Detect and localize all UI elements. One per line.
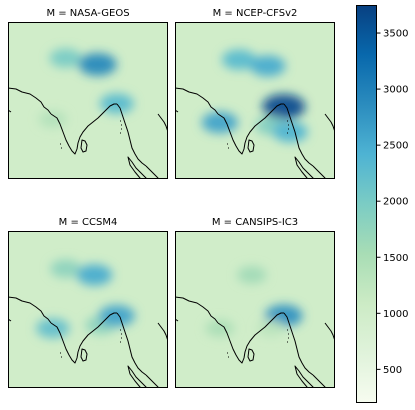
hotspot-tibetan-belt bbox=[237, 266, 267, 284]
map-panels: M = NASA-GEOS M = NCEP-CFSv2 M = CCSM4 M = … bbox=[8, 8, 335, 388]
hotspot-western-ghats bbox=[38, 110, 67, 128]
hotspot-bay-of-bengal bbox=[257, 320, 285, 337]
colorbar-tick-label: 1000 bbox=[383, 309, 408, 320]
map-panel-nasa-geos: M = NASA-GEOS bbox=[8, 8, 168, 179]
hotspot-myanmar-coast bbox=[262, 94, 306, 120]
hotspot-tibetan-belt-west bbox=[49, 48, 82, 68]
hotspot-tibetan-belt-east bbox=[250, 55, 286, 77]
map-panel-ccsm4: M = CCSM4 bbox=[8, 217, 168, 388]
colorbar: 500 1000 1500 2000 2500 3000 3500 bbox=[356, 5, 408, 403]
colorbar-frame bbox=[356, 5, 377, 403]
panel-frame bbox=[8, 22, 168, 179]
panel-title: M = CANSIPS-IC3 bbox=[212, 217, 298, 228]
panel-title: M = CCSM4 bbox=[59, 217, 118, 228]
hotspot-tibetan-belt-west bbox=[221, 49, 257, 70]
hotspot-tibetan-belt-west bbox=[50, 259, 82, 278]
hotspot-andaman-sea bbox=[272, 121, 308, 143]
map-panel-cansips-ic3: M = CANSIPS-IC3 bbox=[175, 217, 335, 388]
colorbar-bar bbox=[356, 5, 377, 403]
hotspot-western-ghats bbox=[36, 318, 70, 339]
hotspot-tibetan-belt-east bbox=[76, 264, 113, 286]
field-background bbox=[175, 231, 335, 388]
panel-title: M = NCEP-CFSv2 bbox=[213, 8, 298, 19]
colorbar-tick-label: 2500 bbox=[383, 141, 408, 152]
field-background bbox=[8, 231, 168, 388]
panel-frame bbox=[175, 231, 335, 388]
colorbar-tick-label: 2000 bbox=[383, 197, 408, 208]
field-background bbox=[175, 22, 335, 179]
panel-frame bbox=[8, 231, 168, 388]
colorbar-tick-label: 3000 bbox=[383, 85, 408, 96]
hotspot-western-ghats bbox=[205, 319, 235, 337]
field-background bbox=[8, 22, 168, 179]
hotspot-myanmar-coast bbox=[98, 305, 135, 327]
hotspot-tibetan-belt-east bbox=[78, 53, 117, 76]
map-panel-ncep-cfsv2: M = NCEP-CFSv2 bbox=[175, 8, 335, 179]
colorbar-tick-label: 500 bbox=[383, 365, 402, 376]
colorbar-tick-label: 3500 bbox=[383, 29, 408, 40]
panel-title: M = NASA-GEOS bbox=[46, 8, 129, 19]
panel-frame bbox=[175, 22, 335, 179]
colorbar-tick-label: 1500 bbox=[383, 253, 408, 264]
